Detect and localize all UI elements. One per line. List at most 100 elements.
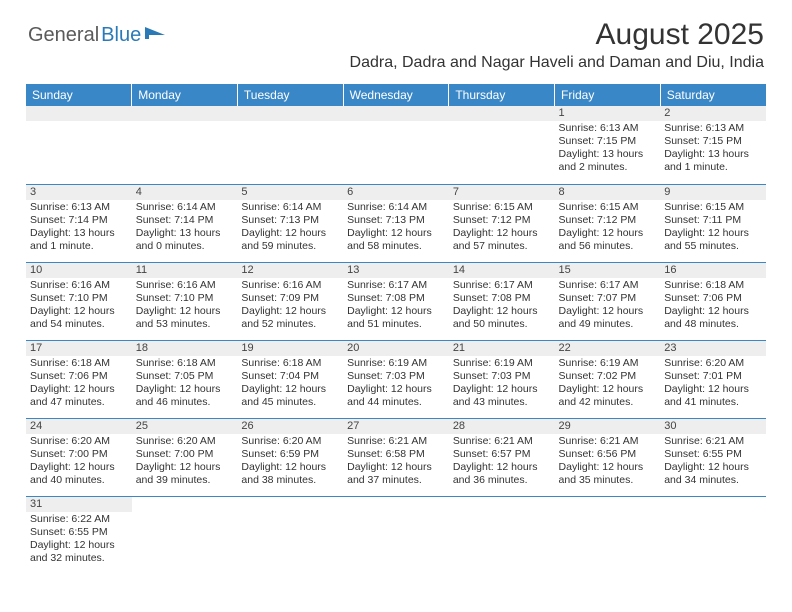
sunset-line: Sunset: 7:05 PM: [136, 370, 234, 383]
weekday-header-row: SundayMondayTuesdayWednesdayThursdayFrid…: [26, 84, 766, 106]
calendar-day-cell: 17Sunrise: 6:18 AMSunset: 7:06 PMDayligh…: [26, 340, 132, 418]
sunrise-line: Sunrise: 6:16 AM: [136, 279, 234, 292]
sunset-line: Sunset: 7:08 PM: [453, 292, 551, 305]
sunrise-line: Sunrise: 6:21 AM: [453, 435, 551, 448]
sunrise-line: Sunrise: 6:19 AM: [453, 357, 551, 370]
sunset-line: Sunset: 7:03 PM: [347, 370, 445, 383]
day-number: 14: [449, 263, 555, 278]
day-number: 28: [449, 419, 555, 434]
day-details: Sunrise: 6:21 AMSunset: 6:57 PMDaylight:…: [449, 434, 555, 490]
day-details: Sunrise: 6:15 AMSunset: 7:12 PMDaylight:…: [555, 200, 661, 256]
day-number: 17: [26, 341, 132, 356]
daylight-line: Daylight: 12 hours and 32 minutes.: [30, 539, 128, 565]
sunset-line: Sunset: 6:55 PM: [30, 526, 128, 539]
day-details: Sunrise: 6:14 AMSunset: 7:13 PMDaylight:…: [343, 200, 449, 256]
calendar-day-cell: 14Sunrise: 6:17 AMSunset: 7:08 PMDayligh…: [449, 262, 555, 340]
calendar-day-cell: 22Sunrise: 6:19 AMSunset: 7:02 PMDayligh…: [555, 340, 661, 418]
daylight-line: Daylight: 12 hours and 35 minutes.: [559, 461, 657, 487]
day-number: 5: [237, 185, 343, 200]
daylight-line: Daylight: 12 hours and 38 minutes.: [241, 461, 339, 487]
day-number: 4: [132, 185, 238, 200]
day-details: Sunrise: 6:20 AMSunset: 6:59 PMDaylight:…: [237, 434, 343, 490]
daylight-line: Daylight: 12 hours and 42 minutes.: [559, 383, 657, 409]
sunset-line: Sunset: 7:12 PM: [559, 214, 657, 227]
sunrise-line: Sunrise: 6:20 AM: [30, 435, 128, 448]
day-number: 24: [26, 419, 132, 434]
calendar-day-cell: 11Sunrise: 6:16 AMSunset: 7:10 PMDayligh…: [132, 262, 238, 340]
daylight-line: Daylight: 12 hours and 39 minutes.: [136, 461, 234, 487]
calendar-day-cell: 30Sunrise: 6:21 AMSunset: 6:55 PMDayligh…: [660, 418, 766, 496]
sunrise-line: Sunrise: 6:19 AM: [347, 357, 445, 370]
day-number: 29: [555, 419, 661, 434]
calendar-day-cell: [449, 106, 555, 184]
day-details: Sunrise: 6:18 AMSunset: 7:06 PMDaylight:…: [660, 278, 766, 334]
day-details: Sunrise: 6:18 AMSunset: 7:05 PMDaylight:…: [132, 356, 238, 412]
weekday-header: Sunday: [26, 84, 132, 106]
calendar-week-row: 17Sunrise: 6:18 AMSunset: 7:06 PMDayligh…: [26, 340, 766, 418]
daylight-line: Daylight: 12 hours and 37 minutes.: [347, 461, 445, 487]
sunset-line: Sunset: 6:56 PM: [559, 448, 657, 461]
sunset-line: Sunset: 7:02 PM: [559, 370, 657, 383]
sunrise-line: Sunrise: 6:14 AM: [347, 201, 445, 214]
daylight-line: Daylight: 12 hours and 58 minutes.: [347, 227, 445, 253]
empty-day-bar: [26, 106, 132, 121]
calendar-day-cell: [26, 106, 132, 184]
day-details: Sunrise: 6:21 AMSunset: 6:56 PMDaylight:…: [555, 434, 661, 490]
sunrise-line: Sunrise: 6:17 AM: [347, 279, 445, 292]
calendar-day-cell: 18Sunrise: 6:18 AMSunset: 7:05 PMDayligh…: [132, 340, 238, 418]
day-details: Sunrise: 6:15 AMSunset: 7:11 PMDaylight:…: [660, 200, 766, 256]
daylight-line: Daylight: 12 hours and 59 minutes.: [241, 227, 339, 253]
logo: General Blue: [28, 24, 167, 47]
sunset-line: Sunset: 7:14 PM: [30, 214, 128, 227]
calendar-week-row: 1Sunrise: 6:13 AMSunset: 7:15 PMDaylight…: [26, 106, 766, 184]
day-details: Sunrise: 6:13 AMSunset: 7:15 PMDaylight:…: [555, 121, 661, 177]
sunrise-line: Sunrise: 6:13 AM: [664, 122, 762, 135]
calendar-day-cell: 31Sunrise: 6:22 AMSunset: 6:55 PMDayligh…: [26, 496, 132, 574]
day-number: 12: [237, 263, 343, 278]
day-details: Sunrise: 6:22 AMSunset: 6:55 PMDaylight:…: [26, 512, 132, 568]
calendar-day-cell: [237, 106, 343, 184]
day-details: Sunrise: 6:20 AMSunset: 7:00 PMDaylight:…: [132, 434, 238, 490]
daylight-line: Daylight: 12 hours and 47 minutes.: [30, 383, 128, 409]
weekday-header: Wednesday: [343, 84, 449, 106]
sunrise-line: Sunrise: 6:21 AM: [347, 435, 445, 448]
calendar-day-cell: 9Sunrise: 6:15 AMSunset: 7:11 PMDaylight…: [660, 184, 766, 262]
day-details: Sunrise: 6:14 AMSunset: 7:14 PMDaylight:…: [132, 200, 238, 256]
day-details: Sunrise: 6:18 AMSunset: 7:04 PMDaylight:…: [237, 356, 343, 412]
sunset-line: Sunset: 7:04 PM: [241, 370, 339, 383]
day-number: 2: [660, 106, 766, 121]
day-details: Sunrise: 6:16 AMSunset: 7:10 PMDaylight:…: [26, 278, 132, 334]
sunrise-line: Sunrise: 6:17 AM: [453, 279, 551, 292]
weekday-header: Friday: [555, 84, 661, 106]
day-details: Sunrise: 6:13 AMSunset: 7:15 PMDaylight:…: [660, 121, 766, 177]
daylight-line: Daylight: 12 hours and 56 minutes.: [559, 227, 657, 253]
day-number: 8: [555, 185, 661, 200]
sunset-line: Sunset: 7:13 PM: [241, 214, 339, 227]
calendar-day-cell: 26Sunrise: 6:20 AMSunset: 6:59 PMDayligh…: [237, 418, 343, 496]
calendar-day-cell: 12Sunrise: 6:16 AMSunset: 7:09 PMDayligh…: [237, 262, 343, 340]
daylight-line: Daylight: 13 hours and 1 minute.: [30, 227, 128, 253]
calendar-day-cell: 4Sunrise: 6:14 AMSunset: 7:14 PMDaylight…: [132, 184, 238, 262]
daylight-line: Daylight: 13 hours and 0 minutes.: [136, 227, 234, 253]
daylight-line: Daylight: 12 hours and 55 minutes.: [664, 227, 762, 253]
sunset-line: Sunset: 7:01 PM: [664, 370, 762, 383]
day-details: Sunrise: 6:17 AMSunset: 7:08 PMDaylight:…: [343, 278, 449, 334]
sunset-line: Sunset: 7:11 PM: [664, 214, 762, 227]
day-details: Sunrise: 6:19 AMSunset: 7:03 PMDaylight:…: [343, 356, 449, 412]
day-number: 16: [660, 263, 766, 278]
calendar-day-cell: 8Sunrise: 6:15 AMSunset: 7:12 PMDaylight…: [555, 184, 661, 262]
calendar-day-cell: [449, 496, 555, 574]
day-number: 1: [555, 106, 661, 121]
calendar-day-cell: 23Sunrise: 6:20 AMSunset: 7:01 PMDayligh…: [660, 340, 766, 418]
sunset-line: Sunset: 7:07 PM: [559, 292, 657, 305]
daylight-line: Daylight: 12 hours and 36 minutes.: [453, 461, 551, 487]
day-details: Sunrise: 6:17 AMSunset: 7:07 PMDaylight:…: [555, 278, 661, 334]
sunrise-line: Sunrise: 6:15 AM: [453, 201, 551, 214]
calendar-day-cell: 24Sunrise: 6:20 AMSunset: 7:00 PMDayligh…: [26, 418, 132, 496]
sunset-line: Sunset: 7:03 PM: [453, 370, 551, 383]
day-number: 7: [449, 185, 555, 200]
sunrise-line: Sunrise: 6:15 AM: [664, 201, 762, 214]
calendar-day-cell: 29Sunrise: 6:21 AMSunset: 6:56 PMDayligh…: [555, 418, 661, 496]
calendar-day-cell: 19Sunrise: 6:18 AMSunset: 7:04 PMDayligh…: [237, 340, 343, 418]
sunrise-line: Sunrise: 6:18 AM: [136, 357, 234, 370]
